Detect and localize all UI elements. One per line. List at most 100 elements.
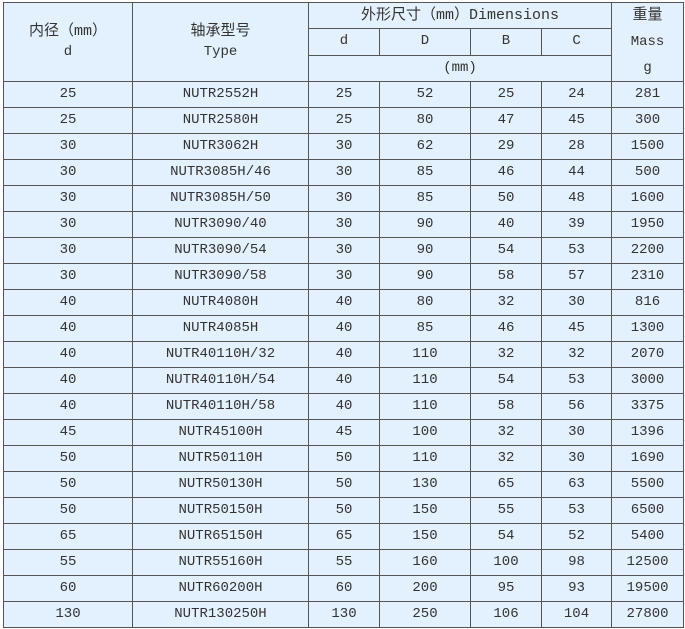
cell-d: 25 bbox=[308, 107, 380, 134]
cell-B: 32 bbox=[470, 419, 542, 446]
cell-C: 104 bbox=[540, 601, 613, 628]
table-row: 50 NUTR50110H 50 110 32 30 1690 bbox=[3, 445, 685, 472]
cell-D: 80 bbox=[379, 107, 471, 134]
table-row: 30 NUTR3085H/46 30 85 46 44 500 bbox=[3, 159, 685, 186]
cell-D: 90 bbox=[379, 237, 471, 264]
cell-C: 53 bbox=[540, 497, 613, 524]
cell-D: 85 bbox=[379, 315, 471, 342]
cell-d: 40 bbox=[308, 289, 380, 316]
cell-d: 30 bbox=[308, 237, 380, 264]
cell-B: 55 bbox=[470, 497, 542, 524]
cell-mass: 2310 bbox=[611, 263, 685, 290]
cell-D: 110 bbox=[379, 341, 471, 368]
cell-bore: 30 bbox=[3, 263, 133, 290]
cell-D: 110 bbox=[379, 367, 471, 394]
cell-type: NUTR40110H/32 bbox=[132, 341, 309, 368]
cell-type: NUTR3085H/50 bbox=[132, 185, 309, 212]
cell-type: NUTR2580H bbox=[132, 107, 309, 134]
cell-d: 25 bbox=[308, 81, 380, 108]
cell-bore: 50 bbox=[3, 471, 133, 498]
table-row: 40 NUTR40110H/32 40 110 32 32 2070 bbox=[3, 341, 685, 368]
dim-unit: (mm) bbox=[307, 54, 613, 83]
cell-type: NUTR3062H bbox=[132, 133, 309, 160]
bore-header: 内径（mm） d bbox=[3, 2, 133, 82]
cell-D: 80 bbox=[379, 289, 471, 316]
cell-d: 130 bbox=[308, 601, 380, 628]
cell-C: 24 bbox=[540, 81, 613, 108]
cell-B: 58 bbox=[470, 263, 542, 290]
table-row: 30 NUTR3085H/50 30 85 50 48 1600 bbox=[3, 185, 685, 212]
cell-mass: 6500 bbox=[611, 497, 685, 524]
cell-D: 160 bbox=[379, 549, 471, 576]
cell-bore: 25 bbox=[3, 107, 133, 134]
cell-mass: 2200 bbox=[611, 237, 685, 264]
cell-B: 32 bbox=[470, 289, 542, 316]
cell-type: NUTR40110H/58 bbox=[132, 393, 309, 420]
cell-bore: 30 bbox=[3, 211, 133, 238]
cell-d: 55 bbox=[308, 549, 380, 576]
cell-type: NUTR3090/40 bbox=[132, 211, 309, 238]
cell-B: 54 bbox=[470, 523, 542, 550]
bore-symbol: d bbox=[63, 44, 73, 60]
cell-bore: 50 bbox=[3, 445, 133, 472]
table-row: 25 NUTR2580H 25 80 47 45 300 bbox=[3, 107, 685, 134]
dim-d-header: d bbox=[308, 28, 380, 56]
table-row: 50 NUTR50150H 50 150 55 53 6500 bbox=[3, 497, 685, 524]
table-row: 40 NUTR4080H 40 80 32 30 816 bbox=[3, 289, 685, 316]
cell-bore: 30 bbox=[3, 185, 133, 212]
cell-mass: 816 bbox=[611, 289, 685, 316]
table-row: 55 NUTR55160H 55 160 100 98 12500 bbox=[3, 549, 685, 576]
cell-C: 32 bbox=[540, 341, 613, 368]
cell-bore: 55 bbox=[3, 549, 133, 576]
cell-bore: 40 bbox=[3, 315, 133, 342]
cell-bore: 30 bbox=[3, 133, 133, 160]
cell-B: 100 bbox=[470, 549, 542, 576]
cell-type: NUTR2552H bbox=[132, 81, 309, 108]
cell-D: 90 bbox=[379, 263, 471, 290]
cell-B: 46 bbox=[470, 159, 542, 186]
cell-D: 110 bbox=[379, 393, 471, 420]
table-row: 40 NUTR40110H/58 40 110 58 56 3375 bbox=[3, 393, 685, 420]
cell-type: NUTR50150H bbox=[132, 497, 309, 524]
cell-C: 98 bbox=[540, 549, 613, 576]
cell-C: 56 bbox=[540, 393, 613, 420]
cell-B: 50 bbox=[470, 185, 542, 212]
cell-d: 40 bbox=[308, 315, 380, 342]
cell-d: 30 bbox=[308, 263, 380, 290]
cell-bore: 40 bbox=[3, 289, 133, 316]
mass-en: Mass bbox=[630, 34, 665, 50]
cell-B: 58 bbox=[470, 393, 542, 420]
cell-B: 54 bbox=[470, 367, 542, 394]
type-header: 轴承型号 Type bbox=[132, 2, 309, 82]
cell-d: 30 bbox=[308, 211, 380, 238]
dim-B-header: B bbox=[470, 28, 542, 56]
cell-C: 52 bbox=[540, 523, 613, 550]
cell-bore: 40 bbox=[3, 341, 133, 368]
cell-type: NUTR55160H bbox=[132, 549, 309, 576]
cell-mass: 1300 bbox=[611, 315, 685, 342]
cell-mass: 5400 bbox=[611, 523, 685, 550]
cell-B: 29 bbox=[470, 133, 542, 160]
bearing-spec-table: 内径（mm） d 轴承型号 Type 外形尺寸（mm）Dimensions 重量… bbox=[3, 1, 685, 628]
cell-B: 32 bbox=[470, 445, 542, 472]
cell-B: 95 bbox=[470, 575, 542, 602]
cell-d: 30 bbox=[308, 133, 380, 160]
cell-d: 40 bbox=[308, 341, 380, 368]
cell-d: 50 bbox=[308, 497, 380, 524]
cell-C: 53 bbox=[540, 367, 613, 394]
cell-C: 30 bbox=[540, 445, 613, 472]
cell-mass: 1690 bbox=[611, 445, 685, 472]
table-row: 25 NUTR2552H 25 52 25 24 281 bbox=[3, 81, 685, 108]
cell-type: NUTR60200H bbox=[132, 575, 309, 602]
cell-type: NUTR45100H bbox=[132, 419, 309, 446]
cell-D: 85 bbox=[379, 159, 471, 186]
cell-C: 28 bbox=[540, 133, 613, 160]
cell-type: NUTR65150H bbox=[132, 523, 309, 550]
cell-bore: 45 bbox=[3, 419, 133, 446]
cell-d: 40 bbox=[308, 393, 380, 420]
cell-bore: 50 bbox=[3, 497, 133, 524]
cell-d: 65 bbox=[308, 523, 380, 550]
cell-mass: 2070 bbox=[611, 341, 685, 368]
cell-B: 54 bbox=[470, 237, 542, 264]
cell-C: 45 bbox=[540, 315, 613, 342]
